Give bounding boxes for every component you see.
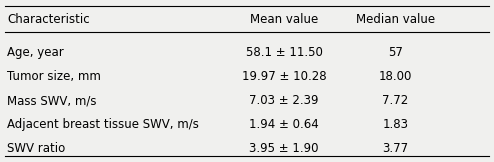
Text: 57: 57 xyxy=(388,46,403,59)
Text: Tumor size, mm: Tumor size, mm xyxy=(7,70,101,83)
Text: Adjacent breast tissue SWV, m/s: Adjacent breast tissue SWV, m/s xyxy=(7,118,199,131)
Text: 58.1 ± 11.50: 58.1 ± 11.50 xyxy=(246,46,323,59)
Text: 7.03 ± 2.39: 7.03 ± 2.39 xyxy=(249,94,319,107)
Text: 7.72: 7.72 xyxy=(382,94,409,107)
Text: Age, year: Age, year xyxy=(7,46,64,59)
Text: Mean value: Mean value xyxy=(250,13,318,26)
Text: 3.95 ± 1.90: 3.95 ± 1.90 xyxy=(249,142,319,155)
Text: Median value: Median value xyxy=(356,13,435,26)
Text: 3.77: 3.77 xyxy=(382,142,408,155)
Text: Characteristic: Characteristic xyxy=(7,13,90,26)
Text: 1.94 ± 0.64: 1.94 ± 0.64 xyxy=(249,118,319,131)
Text: 19.97 ± 10.28: 19.97 ± 10.28 xyxy=(242,70,327,83)
Text: Mass SWV, m/s: Mass SWV, m/s xyxy=(7,94,97,107)
Text: 1.83: 1.83 xyxy=(382,118,408,131)
Text: 18.00: 18.00 xyxy=(378,70,412,83)
Text: SWV ratio: SWV ratio xyxy=(7,142,66,155)
